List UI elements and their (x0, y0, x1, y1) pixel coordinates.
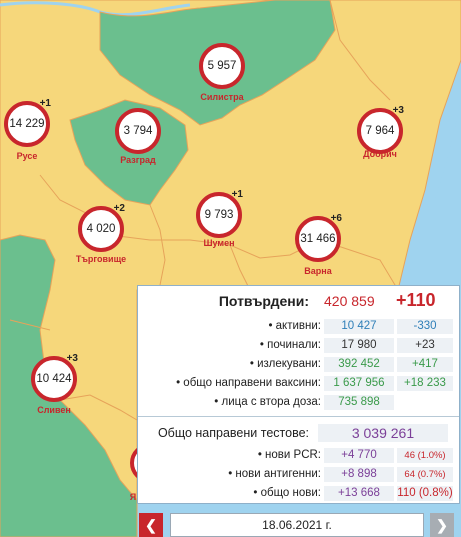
recovered-label: • излекувани: (249, 358, 321, 370)
active-value: 10 427 (324, 319, 394, 334)
pcr-label: • нови PCR: (257, 449, 321, 461)
total-new-row: • общо нови: +13 668 110 (0.8%) (138, 485, 459, 502)
confirmed-delta: +110 (396, 290, 436, 310)
confirmed-row: Потвърдени: 420 859 +110 (138, 290, 459, 312)
city-count: 4 020 (86, 223, 116, 235)
city-delta: +6 (330, 213, 342, 224)
deceased-delta: +23 (397, 338, 453, 353)
chevron-right-icon: ❯ (436, 516, 448, 533)
vaccines-value: 1 637 956 (324, 376, 394, 391)
recovered-delta: +417 (397, 357, 453, 372)
second-dose-label: • лица с втора доза: (214, 396, 321, 408)
tests-label: Общо направени тестове: (157, 426, 309, 440)
antigen-positive: 64 (0.7%) (397, 467, 453, 482)
city-marker-sliven[interactable]: 10 424 +3 (31, 353, 78, 402)
total-new-positive: 110 (0.8%) (397, 486, 453, 501)
confirmed-label: Потвърдени: (218, 293, 309, 309)
pcr-row: • нови PCR: +4 770 46 (1.0%) (138, 447, 459, 464)
deceased-label: • починали: (259, 339, 321, 351)
city-marker-razgrad[interactable]: 3 794 (115, 108, 161, 154)
city-marker-silistra[interactable]: 5 957 (199, 43, 245, 89)
city-marker-dobrich[interactable]: 7 964 +3 (357, 105, 404, 154)
vaccines-label: • общо направени ваксини: (176, 377, 321, 389)
city-count: 31 466 (300, 233, 336, 245)
city-delta: +1 (39, 98, 51, 109)
chevron-left-icon: ❮ (145, 516, 157, 533)
second-dose-value: 735 898 (324, 395, 394, 410)
city-marker-varna[interactable]: 31 466 +6 (295, 213, 342, 262)
tests-value: 3 039 261 (318, 424, 448, 442)
active-row: • активни: 10 427 -330 (138, 318, 459, 335)
black-sea (405, 100, 461, 290)
city-name-ruse: Русе (16, 151, 38, 161)
city-count: 5 957 (207, 60, 237, 72)
city-name-razgrad: Разград (120, 155, 156, 165)
active-delta: -330 (397, 319, 453, 334)
city-delta: +3 (392, 105, 404, 116)
city-name-shumen: Шумен (203, 238, 235, 248)
city-count: 3 794 (123, 125, 153, 137)
pcr-value: +4 770 (324, 448, 394, 463)
city-count: 7 964 (365, 125, 395, 137)
city-marker-targovishte[interactable]: 4 020 +2 (78, 203, 125, 252)
city-name-dobrich: Добрич (363, 149, 397, 159)
date-display[interactable]: 18.06.2021 г. (170, 513, 424, 537)
tests-row: Общо направени тестове: 3 039 261 (138, 423, 459, 443)
vaccines-delta: +18 233 (397, 376, 453, 391)
city-delta: +1 (231, 189, 243, 200)
antigen-value: +8 898 (324, 467, 394, 482)
city-name-sliven: Сливен (37, 405, 71, 415)
city-delta: +2 (113, 203, 125, 214)
city-marker-ruse[interactable]: 14 229 +1 (4, 98, 51, 147)
city-count: 14 229 (9, 118, 45, 130)
total-new-label: • общо нови: (253, 487, 321, 499)
next-day-button[interactable]: ❯ (430, 513, 454, 537)
second-dose-row: • лица с втора доза: 735 898 (138, 394, 459, 411)
antigen-label: • нови антигенни: (228, 468, 321, 480)
vaccines-row: • общо направени ваксини: 1 637 956 +18 … (138, 375, 459, 392)
city-name-varna: Варна (304, 266, 332, 276)
deceased-value: 17 980 (324, 338, 394, 353)
confirmed-value: 420 859 (324, 293, 375, 309)
antigen-row: • нови антигенни: +8 898 64 (0.7%) (138, 466, 459, 483)
city-name-yambol: Я (129, 492, 137, 502)
pcr-positive: 46 (1.0%) (397, 448, 453, 463)
active-label: • активни: (268, 320, 321, 332)
city-delta: +3 (66, 353, 78, 364)
recovered-value: 392 452 (324, 357, 394, 372)
deceased-row: • починали: 17 980 +23 (138, 337, 459, 354)
total-new-value: +13 668 (324, 486, 394, 501)
district-borders (9, 0, 399, 421)
city-name-silistra: Силистра (200, 92, 244, 102)
prev-day-button[interactable]: ❮ (139, 513, 163, 537)
panel-divider (138, 416, 459, 417)
city-count: 9 793 (204, 209, 234, 221)
city-name-targovishte: Търговище (75, 254, 127, 264)
recovered-row: • излекувани: 392 452 +417 (138, 356, 459, 373)
city-marker-shumen[interactable]: 9 793 +1 (196, 189, 243, 238)
city-count: 10 424 (36, 373, 72, 385)
stats-panel: Потвърдени: 420 859 +110 • активни: 10 4… (137, 285, 460, 504)
